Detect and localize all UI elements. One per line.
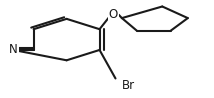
Text: Br: Br — [122, 79, 135, 92]
Text: O: O — [109, 8, 118, 21]
Text: N: N — [9, 44, 18, 56]
